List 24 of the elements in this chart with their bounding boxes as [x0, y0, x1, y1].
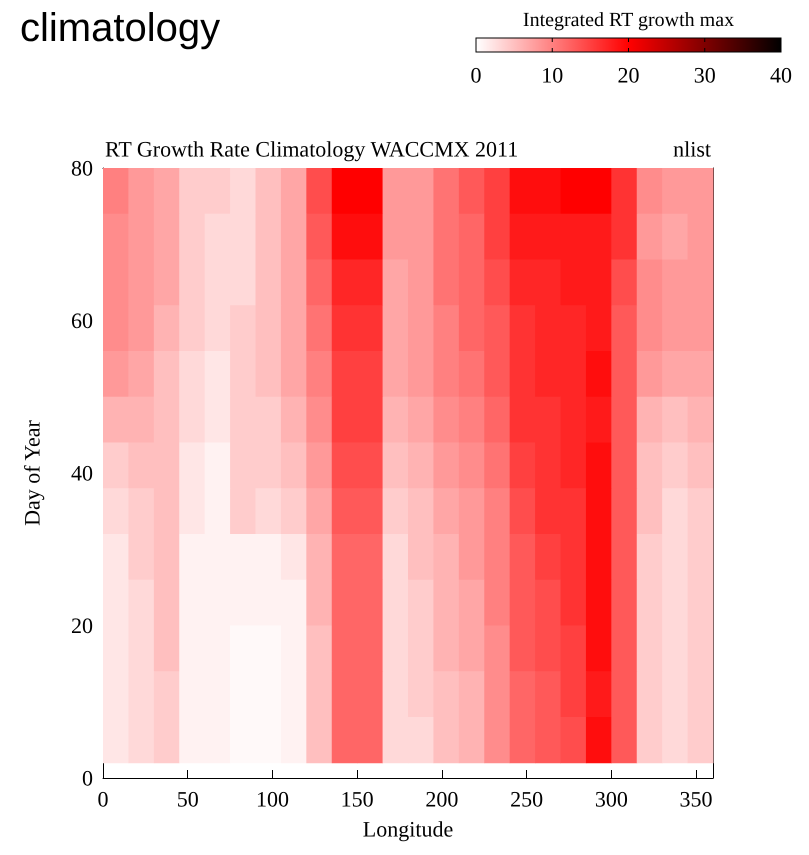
color-bar-label: 10 [541, 62, 564, 88]
x-tick-label: 350 [680, 786, 713, 812]
x-tick-label: 300 [594, 786, 628, 812]
x-tick-label: 100 [256, 786, 289, 812]
y-tick-label: 0 [82, 766, 93, 790]
color-bar-label: 40 [770, 62, 792, 88]
y-axis-title: Day of Year [20, 419, 44, 526]
y-tick-label: 40 [71, 460, 93, 486]
color-bar-label: 20 [618, 62, 640, 88]
x-tick-label: 200 [425, 786, 458, 812]
x-tick-label: 250 [510, 786, 544, 812]
color-bar-label: 0 [470, 62, 482, 88]
x-tick-label: 150 [340, 786, 374, 812]
x-axis-title: Longitude [362, 816, 454, 842]
x-tick-label: 50 [176, 786, 199, 812]
y-tick-label: 20 [71, 613, 93, 638]
y-tick-label: 80 [71, 156, 93, 180]
x-tick-label: 0 [98, 786, 108, 812]
y-tick-label: 60 [71, 308, 93, 333]
color-bar-title: Integrated RT growth max [522, 9, 734, 31]
chart-subtitle: climatology [20, 6, 220, 50]
color-bar-label: 30 [694, 62, 716, 88]
chart-title: RT Growth Rate Climatology WACCMX 2011 [105, 136, 518, 162]
text: nlist [673, 136, 711, 162]
